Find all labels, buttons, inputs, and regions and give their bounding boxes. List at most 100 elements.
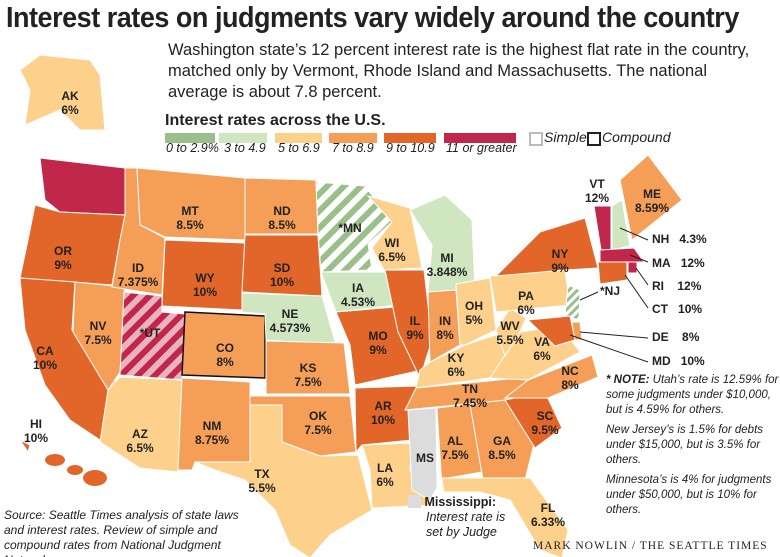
callout-ma: MA 12%	[652, 256, 705, 270]
legend-label: 5 to 6.9	[278, 141, 320, 155]
callout-rate: 8%	[682, 330, 700, 344]
state-fl	[441, 477, 569, 557]
state-mn	[315, 181, 393, 273]
state-label-in: IN 8%	[436, 314, 454, 342]
state-label-la: LA 6%	[376, 461, 394, 489]
legend-label: 7 to 8.9	[332, 141, 374, 155]
mississippi-legend: Mississippi: Interest rate is set by Jud…	[408, 495, 511, 540]
state-az	[99, 376, 183, 473]
mississippi-swatch	[408, 495, 421, 508]
state-label-wv: WV 5.5%	[496, 319, 524, 347]
callout-nh: NH 4.3%	[652, 232, 707, 246]
state-nh	[611, 199, 631, 251]
mississippi-text: Interest rate is set by Judge	[426, 510, 506, 539]
state-label-ak: AK 6%	[61, 89, 79, 117]
callout-name: CT	[652, 302, 668, 316]
compound-swatch	[587, 132, 601, 146]
state-ct	[597, 261, 628, 285]
state-wa	[39, 157, 126, 216]
legend-label: 11 or greater	[446, 141, 517, 155]
state-label-ne: NE 4.573%	[270, 307, 311, 335]
state-label-il: IL 9%	[406, 314, 424, 342]
callout-ct: CT 10%	[652, 302, 702, 316]
state-md	[526, 315, 576, 347]
state-label-sc: SC 9.5%	[531, 409, 559, 437]
state-al	[436, 403, 483, 490]
state-label-nm: NM 8.75%	[195, 419, 229, 447]
state-label-mi: MI 3.848%	[427, 251, 468, 279]
state-tx	[194, 404, 373, 557]
state-label-ky: KY 6%	[447, 351, 465, 379]
callout-rate: 12%	[677, 279, 702, 293]
state-label-az: AZ 6.5%	[126, 427, 154, 455]
note-mn: Minnesota’s is 4% for judgments under $5…	[606, 474, 772, 516]
simple-swatch	[529, 132, 543, 146]
notes: * NOTE: Utah’s rate is 12.59% for some j…	[606, 373, 780, 523]
state-or	[19, 204, 126, 286]
state-wi	[366, 195, 423, 271]
legend-swatch-1	[219, 133, 267, 143]
callout-leader-line	[579, 291, 599, 301]
state-label-mt: MT 8.5%	[176, 204, 204, 232]
state-label-fl: FL 6.33%	[531, 501, 565, 529]
callout-md: MD 10%	[652, 354, 705, 368]
callout-name: *NJ	[600, 284, 621, 298]
state-label-ks: KS 7.5%	[294, 361, 322, 389]
state-label-ca: CA 10%	[33, 344, 57, 372]
legend-swatch-3	[329, 133, 377, 143]
state-label-co: CO 8%	[216, 341, 234, 369]
state-label-ar: AR 10%	[371, 399, 395, 427]
callout-leader-line	[619, 227, 649, 241]
state-ms	[407, 407, 438, 501]
legend-swatch-5	[444, 133, 516, 143]
callout-nj: *NJ	[600, 284, 620, 298]
state-ar	[354, 385, 419, 454]
state-label-tx: TX 5.5%	[248, 467, 276, 495]
callout-name: DE	[652, 330, 669, 344]
state-label-al: AL 7.5%	[441, 434, 469, 462]
state-ma	[599, 247, 645, 263]
callout-leader-line	[635, 267, 649, 286]
state-label-ny: NY 9%	[551, 247, 569, 275]
callout-name: NH	[652, 232, 670, 246]
source: Source: Seattle Times analysis of state …	[4, 508, 239, 557]
state-label-sd: SD 10%	[270, 261, 294, 289]
mississippi-title: Mississippi:	[424, 495, 497, 509]
state-me	[619, 154, 683, 241]
state-nj	[564, 284, 581, 321]
state-vt	[593, 205, 612, 251]
state-nc	[503, 354, 599, 399]
hawaii-island	[67, 465, 83, 475]
state-hi	[18, 438, 31, 454]
state-il	[384, 269, 433, 380]
state-label-oh: OH 5%	[465, 299, 483, 327]
state-label-ia: IA 4.53%	[341, 281, 375, 309]
callout-leader-line	[629, 254, 649, 263]
state-oh	[455, 277, 497, 346]
legend-label: 9 to 10.9	[386, 141, 435, 155]
state-label-ga: GA 8.5%	[488, 434, 516, 462]
callout-rate: 4.3%	[679, 232, 707, 246]
note-utah: Utah’s rate is 12.59% for some judgments…	[606, 374, 779, 416]
state-label-wi: WI 6.5%	[378, 236, 406, 264]
callout-name: MD	[652, 354, 671, 368]
callout-de: DE 8%	[652, 330, 699, 344]
hawaii-island	[45, 454, 65, 466]
note-label: * NOTE:	[606, 374, 650, 386]
state-label-hi: HI 10%	[24, 417, 48, 445]
state-ne	[241, 292, 337, 346]
simple-label: Simple	[544, 129, 587, 145]
hawaii-island	[83, 470, 107, 486]
state-label-ms: MS	[416, 451, 434, 465]
callout-rate: 12%	[680, 256, 705, 270]
state-label-or: OR 9%	[54, 244, 72, 272]
legend-label: 3 to 4.9	[224, 141, 266, 155]
note-nj: New Jersey’s is 1.5% for debts under $15…	[606, 424, 764, 466]
state-ak	[19, 54, 106, 131]
state-ks	[265, 340, 351, 395]
callout-ri: RI 12%	[652, 279, 701, 293]
state-label-pa: PA 6%	[517, 289, 535, 317]
intro-text: Washington state’s 12 percent interest r…	[168, 41, 750, 101]
